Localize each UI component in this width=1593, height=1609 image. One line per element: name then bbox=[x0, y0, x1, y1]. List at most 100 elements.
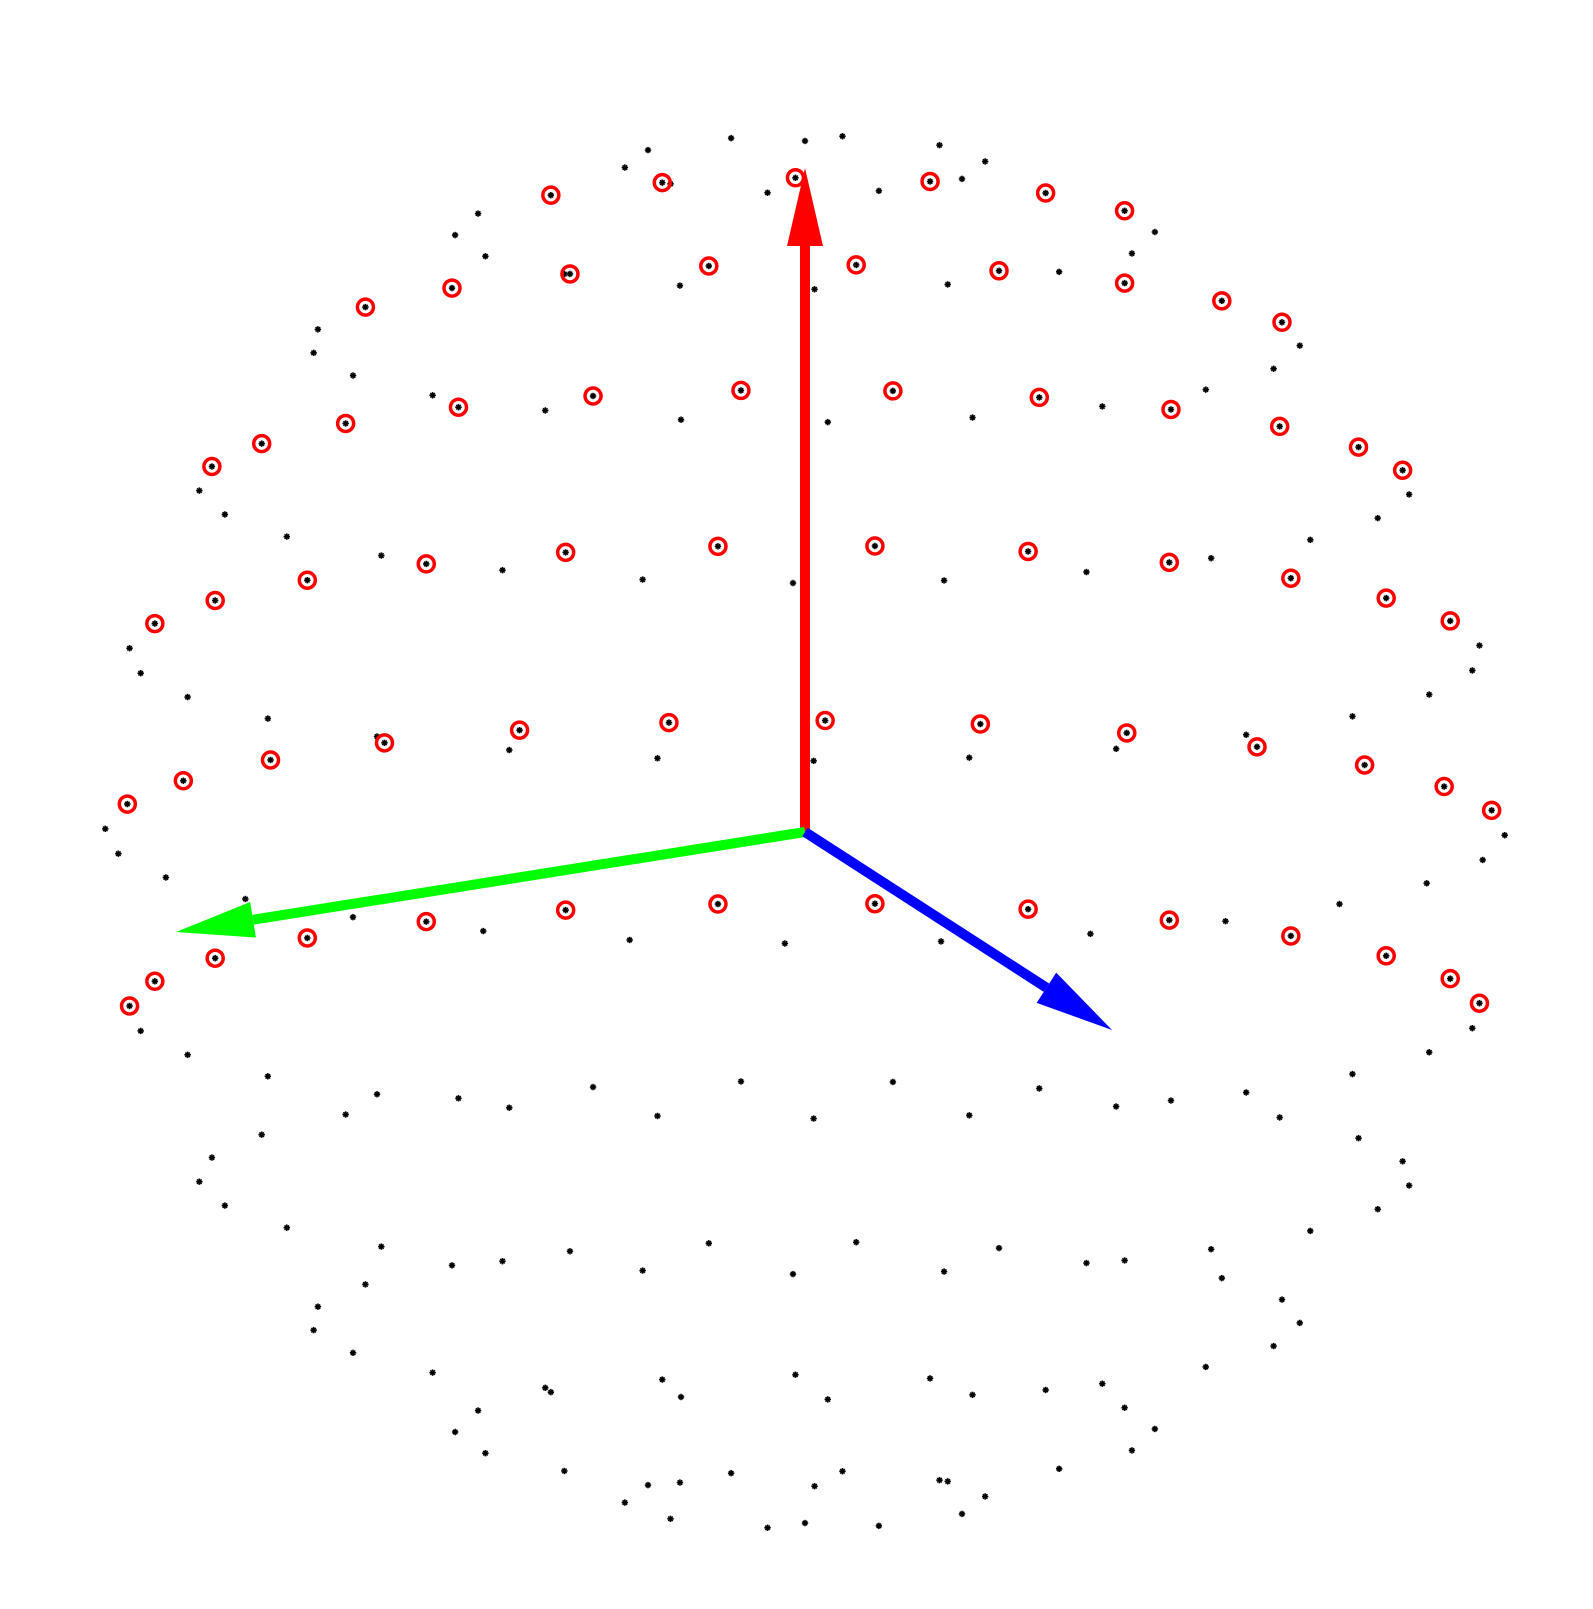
sphere-point bbox=[644, 1481, 652, 1489]
sphere-point bbox=[1123, 729, 1130, 737]
sphere-point bbox=[1167, 406, 1175, 413]
sphere-point bbox=[1447, 975, 1454, 982]
highlight-ring bbox=[297, 928, 318, 948]
sphere-point bbox=[562, 906, 569, 914]
sphere-point bbox=[937, 938, 945, 945]
sphere-point bbox=[727, 1469, 735, 1477]
sphere-point bbox=[852, 1239, 860, 1246]
sphere-point bbox=[792, 1371, 799, 1378]
sphere-point bbox=[542, 1384, 549, 1391]
sphere-point bbox=[562, 549, 569, 556]
highlight-ring bbox=[699, 256, 719, 276]
sphere-point bbox=[1476, 642, 1483, 649]
sphere-point bbox=[889, 1078, 897, 1086]
sphere-point bbox=[1426, 691, 1433, 698]
sphere-point bbox=[1042, 1386, 1049, 1394]
highlight-ring bbox=[1469, 993, 1490, 1013]
sphere-point bbox=[677, 1393, 685, 1401]
sphere-point bbox=[958, 175, 966, 183]
sphere-point bbox=[211, 954, 219, 962]
blue-axis bbox=[802, 827, 1112, 1030]
sphere-point bbox=[1218, 297, 1226, 305]
sphere-point bbox=[1488, 807, 1495, 814]
sphere-point bbox=[196, 487, 203, 494]
highlight-ring bbox=[555, 542, 576, 563]
sphere-point bbox=[1355, 443, 1362, 451]
sphere-point bbox=[547, 1388, 555, 1396]
sphere-point bbox=[1374, 1205, 1381, 1213]
sphere-point bbox=[981, 1493, 989, 1500]
sphere-point bbox=[267, 756, 274, 764]
highlight-ring bbox=[1247, 737, 1267, 757]
sphere-point bbox=[362, 1281, 369, 1288]
sphere-point bbox=[151, 978, 159, 985]
highlight-ring bbox=[416, 911, 437, 932]
sphere-point bbox=[423, 918, 430, 925]
highlight-ring bbox=[448, 397, 469, 417]
highlight-ring bbox=[865, 893, 885, 914]
sphere-point bbox=[966, 1112, 973, 1119]
sphere-point bbox=[875, 187, 883, 195]
highlight-ring bbox=[145, 971, 165, 992]
sphere-point bbox=[221, 511, 229, 518]
highlight-ring bbox=[1348, 437, 1369, 457]
sphere-point bbox=[801, 1519, 809, 1527]
sphere-point bbox=[1166, 916, 1173, 924]
sphere-point bbox=[667, 1515, 674, 1523]
highlight-ring bbox=[1029, 387, 1050, 408]
sphere-point bbox=[764, 1524, 771, 1531]
sphere-point bbox=[102, 825, 109, 832]
highlight-ring bbox=[708, 894, 728, 914]
sphere-point bbox=[1202, 386, 1209, 393]
sphere-point bbox=[1166, 559, 1173, 566]
sphere-point bbox=[258, 440, 265, 447]
highlight-ring bbox=[509, 720, 530, 740]
sphere-point bbox=[1399, 467, 1406, 474]
sphere-point bbox=[137, 669, 144, 677]
sphere-point bbox=[792, 174, 799, 181]
sphere-point bbox=[126, 1002, 133, 1010]
sphere-point bbox=[566, 1248, 574, 1255]
sphere-point bbox=[875, 1522, 883, 1530]
sphere-point bbox=[1296, 1319, 1303, 1327]
sphere-point bbox=[115, 850, 122, 857]
sphere-point bbox=[654, 755, 661, 762]
sphere-point bbox=[1278, 1296, 1286, 1303]
sphere-point bbox=[381, 739, 388, 747]
highlight-ring bbox=[145, 613, 165, 634]
sphere-point bbox=[1349, 1070, 1356, 1078]
sphere-point bbox=[677, 416, 685, 423]
sphere-point bbox=[1242, 1089, 1250, 1096]
sphere-point bbox=[180, 777, 187, 784]
sphere-point bbox=[727, 134, 735, 142]
sphere-point bbox=[264, 1073, 272, 1080]
sphere-point bbox=[474, 210, 482, 217]
sphere-point bbox=[621, 1499, 629, 1506]
highlight-ring bbox=[205, 590, 225, 611]
sphere-point bbox=[665, 719, 673, 726]
sphere-point bbox=[944, 281, 951, 288]
sphere-point bbox=[1447, 617, 1454, 625]
points-layer bbox=[102, 133, 1508, 1531]
highlight-ring bbox=[416, 554, 437, 574]
sphere-point bbox=[1476, 1000, 1483, 1007]
sphere-point bbox=[944, 1478, 951, 1485]
sphere-point bbox=[184, 693, 191, 701]
sphere-point bbox=[811, 286, 818, 293]
sphere-point bbox=[480, 927, 487, 935]
sphere-point bbox=[455, 404, 462, 411]
sphere-point bbox=[1055, 268, 1063, 276]
sphere-point bbox=[1151, 1425, 1159, 1433]
sphere-point bbox=[208, 1154, 216, 1161]
sphere-point bbox=[349, 372, 357, 379]
sphere-point bbox=[124, 800, 131, 808]
highlight-ring bbox=[1114, 273, 1135, 293]
sphere-point bbox=[981, 158, 989, 165]
sphere-point bbox=[474, 1407, 482, 1414]
highlight-ring bbox=[374, 733, 395, 753]
highlight-ring bbox=[205, 948, 225, 968]
sphere-point bbox=[264, 715, 272, 722]
sphere-point bbox=[221, 1202, 229, 1209]
sphere-point bbox=[810, 1115, 817, 1122]
sphere-point bbox=[589, 1083, 597, 1091]
